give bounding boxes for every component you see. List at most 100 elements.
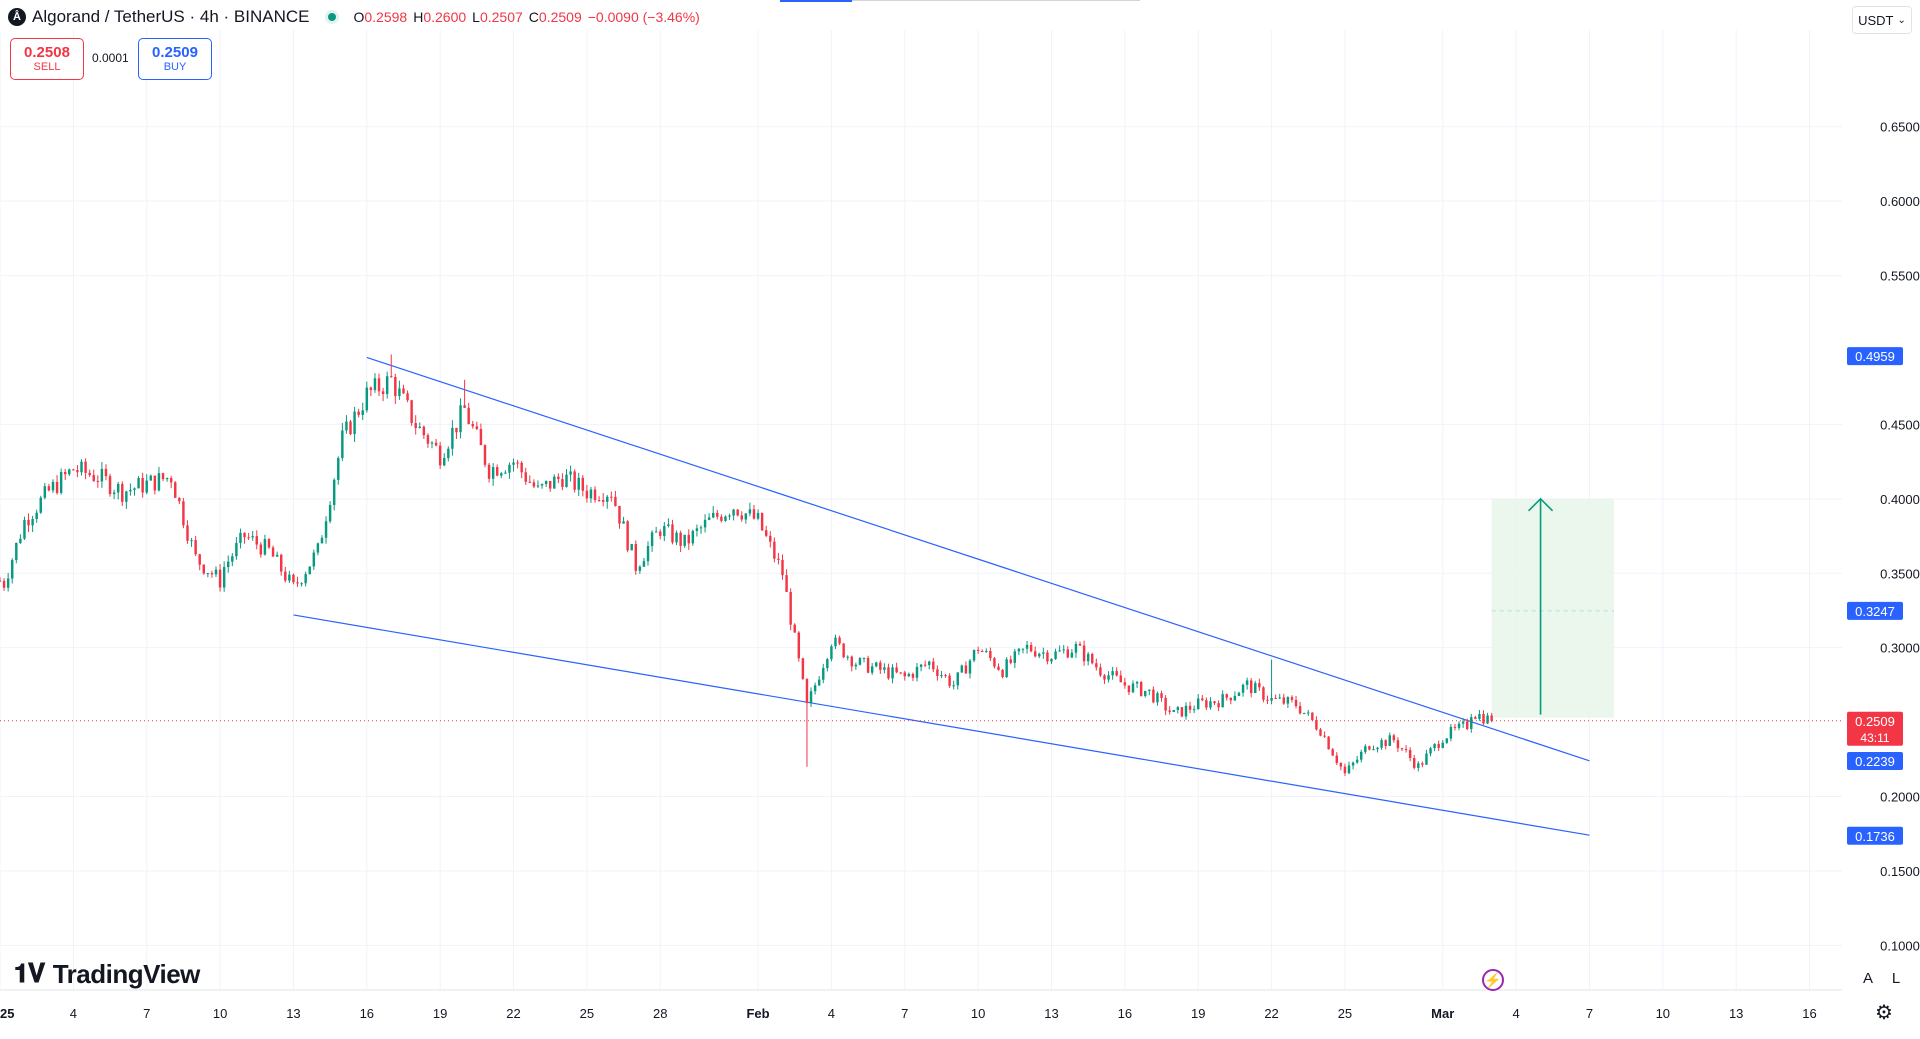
sell-label: SELL	[33, 61, 61, 73]
candle-body	[573, 471, 576, 490]
candle-body	[27, 519, 30, 526]
price-axis[interactable]: 0.1000 0.1500 0.2000 0.3000 0.3500 0.4000 0.45…	[1847, 120, 1920, 954]
log-scale-button[interactable]: L	[1891, 969, 1901, 987]
price-badge[interactable]	[1847, 751, 1903, 770]
candle-body	[447, 448, 450, 458]
price-badge[interactable]	[1847, 711, 1903, 746]
candle-body	[650, 532, 654, 546]
candle-body	[1111, 671, 1114, 676]
candle-body	[606, 496, 609, 502]
time-tick-label: 13	[286, 1006, 300, 1021]
price-badge[interactable]	[1847, 347, 1903, 366]
price-badge[interactable]	[1847, 826, 1903, 845]
candle-body	[1339, 762, 1343, 767]
candle-body	[614, 496, 617, 506]
candle-body	[394, 377, 397, 397]
candle-body	[817, 679, 821, 686]
lightning-icon[interactable]: ⚡	[1482, 969, 1504, 991]
candle-body	[879, 662, 882, 670]
time-tick-label: 10	[1656, 1006, 1670, 1021]
candle-body	[659, 531, 662, 536]
candle-body	[532, 482, 536, 487]
candle-body	[866, 657, 870, 673]
candle-body	[512, 462, 515, 465]
price-badge[interactable]	[1847, 601, 1903, 620]
candle-body	[1188, 705, 1192, 710]
trendline[interactable]	[366, 356, 1590, 762]
candle-body	[711, 512, 715, 518]
candle-body	[1180, 707, 1184, 717]
candle-body	[703, 519, 707, 528]
candle-body	[1351, 762, 1355, 766]
symbol-header: Å Algorand / TetherUS · 4h · BINANCE O0.…	[8, 6, 700, 28]
candle-body	[919, 664, 923, 667]
candle-body	[1307, 712, 1310, 714]
grid-lines	[0, 30, 1842, 990]
candle-body	[801, 658, 805, 679]
candle-body	[744, 513, 748, 520]
top-indicator-bar	[780, 0, 1140, 2]
candle-body	[589, 489, 593, 499]
candle-body	[989, 651, 992, 659]
candle-body	[883, 667, 886, 670]
candle-body	[716, 512, 719, 517]
candle-body	[483, 445, 487, 465]
sell-price: 0.2508	[24, 44, 70, 61]
auto-scale-button[interactable]: A	[1862, 969, 1873, 987]
candle-body	[1437, 743, 1440, 748]
candle-body	[809, 691, 813, 704]
candle-body	[328, 504, 332, 522]
chevron-down-icon: ⌄	[1897, 14, 1906, 26]
candle-body	[495, 467, 499, 476]
sell-button[interactable]: 0.2508 SELL	[10, 38, 84, 80]
trendlines[interactable]	[293, 356, 1590, 836]
candle-body	[1196, 698, 1200, 710]
target-arrow[interactable]	[1527, 497, 1554, 715]
time-tick-label: 22	[1264, 1006, 1278, 1021]
candle-body	[993, 658, 996, 667]
candle-body	[1408, 750, 1412, 759]
candle-body	[467, 407, 470, 424]
symbol-title[interactable]: Algorand / TetherUS · 4h · BINANCE	[32, 7, 310, 26]
candle-body	[426, 435, 430, 444]
candle-body	[227, 561, 230, 568]
trendline[interactable]	[293, 614, 1590, 836]
candle-body	[1429, 748, 1432, 754]
gear-icon[interactable]: ⚙	[1875, 1001, 1893, 1024]
candle-body	[577, 477, 580, 490]
ohlc-label: H	[413, 9, 424, 25]
price-tick-label: 0.4500	[1880, 417, 1920, 432]
candle-body	[1249, 680, 1253, 693]
candle-body	[1038, 653, 1041, 657]
candle-body	[194, 540, 197, 555]
candle-body	[667, 524, 670, 526]
buy-button[interactable]: 0.2509 BUY	[138, 38, 212, 80]
candle-body	[190, 540, 193, 542]
candle-body	[324, 521, 328, 538]
candle-body	[1266, 699, 1269, 701]
time-axis[interactable]: 2025 4 7 10 13 16 19 22 25 28 Feb 4 7 10 13 16 19 22 25 Mar…	[0, 989, 1842, 1021]
candle-body	[1152, 689, 1155, 703]
candle-body	[1156, 693, 1159, 703]
time-tick-label: Mar	[1431, 1006, 1454, 1021]
candle-body	[1315, 719, 1318, 730]
candle-body	[1290, 697, 1294, 700]
candle-body	[1070, 652, 1074, 658]
candle-body	[1368, 746, 1371, 750]
tradingview-logo[interactable]: 𝟏𝐕 TradingView	[14, 958, 200, 990]
currency-unit-selector[interactable]: USDT ⌄	[1852, 6, 1912, 34]
candle-body	[271, 547, 275, 557]
target-arrow-head[interactable]	[1527, 497, 1554, 512]
candle-body	[875, 662, 878, 667]
candle-body	[695, 528, 699, 531]
target-zone-rect[interactable]	[1491, 498, 1614, 718]
candle-body	[858, 658, 862, 665]
candle-body	[1058, 650, 1061, 652]
candle-body	[1168, 710, 1171, 712]
candle-body	[1282, 697, 1286, 704]
candle-body	[822, 668, 825, 680]
candle-body	[1425, 753, 1428, 765]
ohlc-value: 0.2598	[364, 9, 408, 25]
candle-body	[528, 481, 532, 483]
